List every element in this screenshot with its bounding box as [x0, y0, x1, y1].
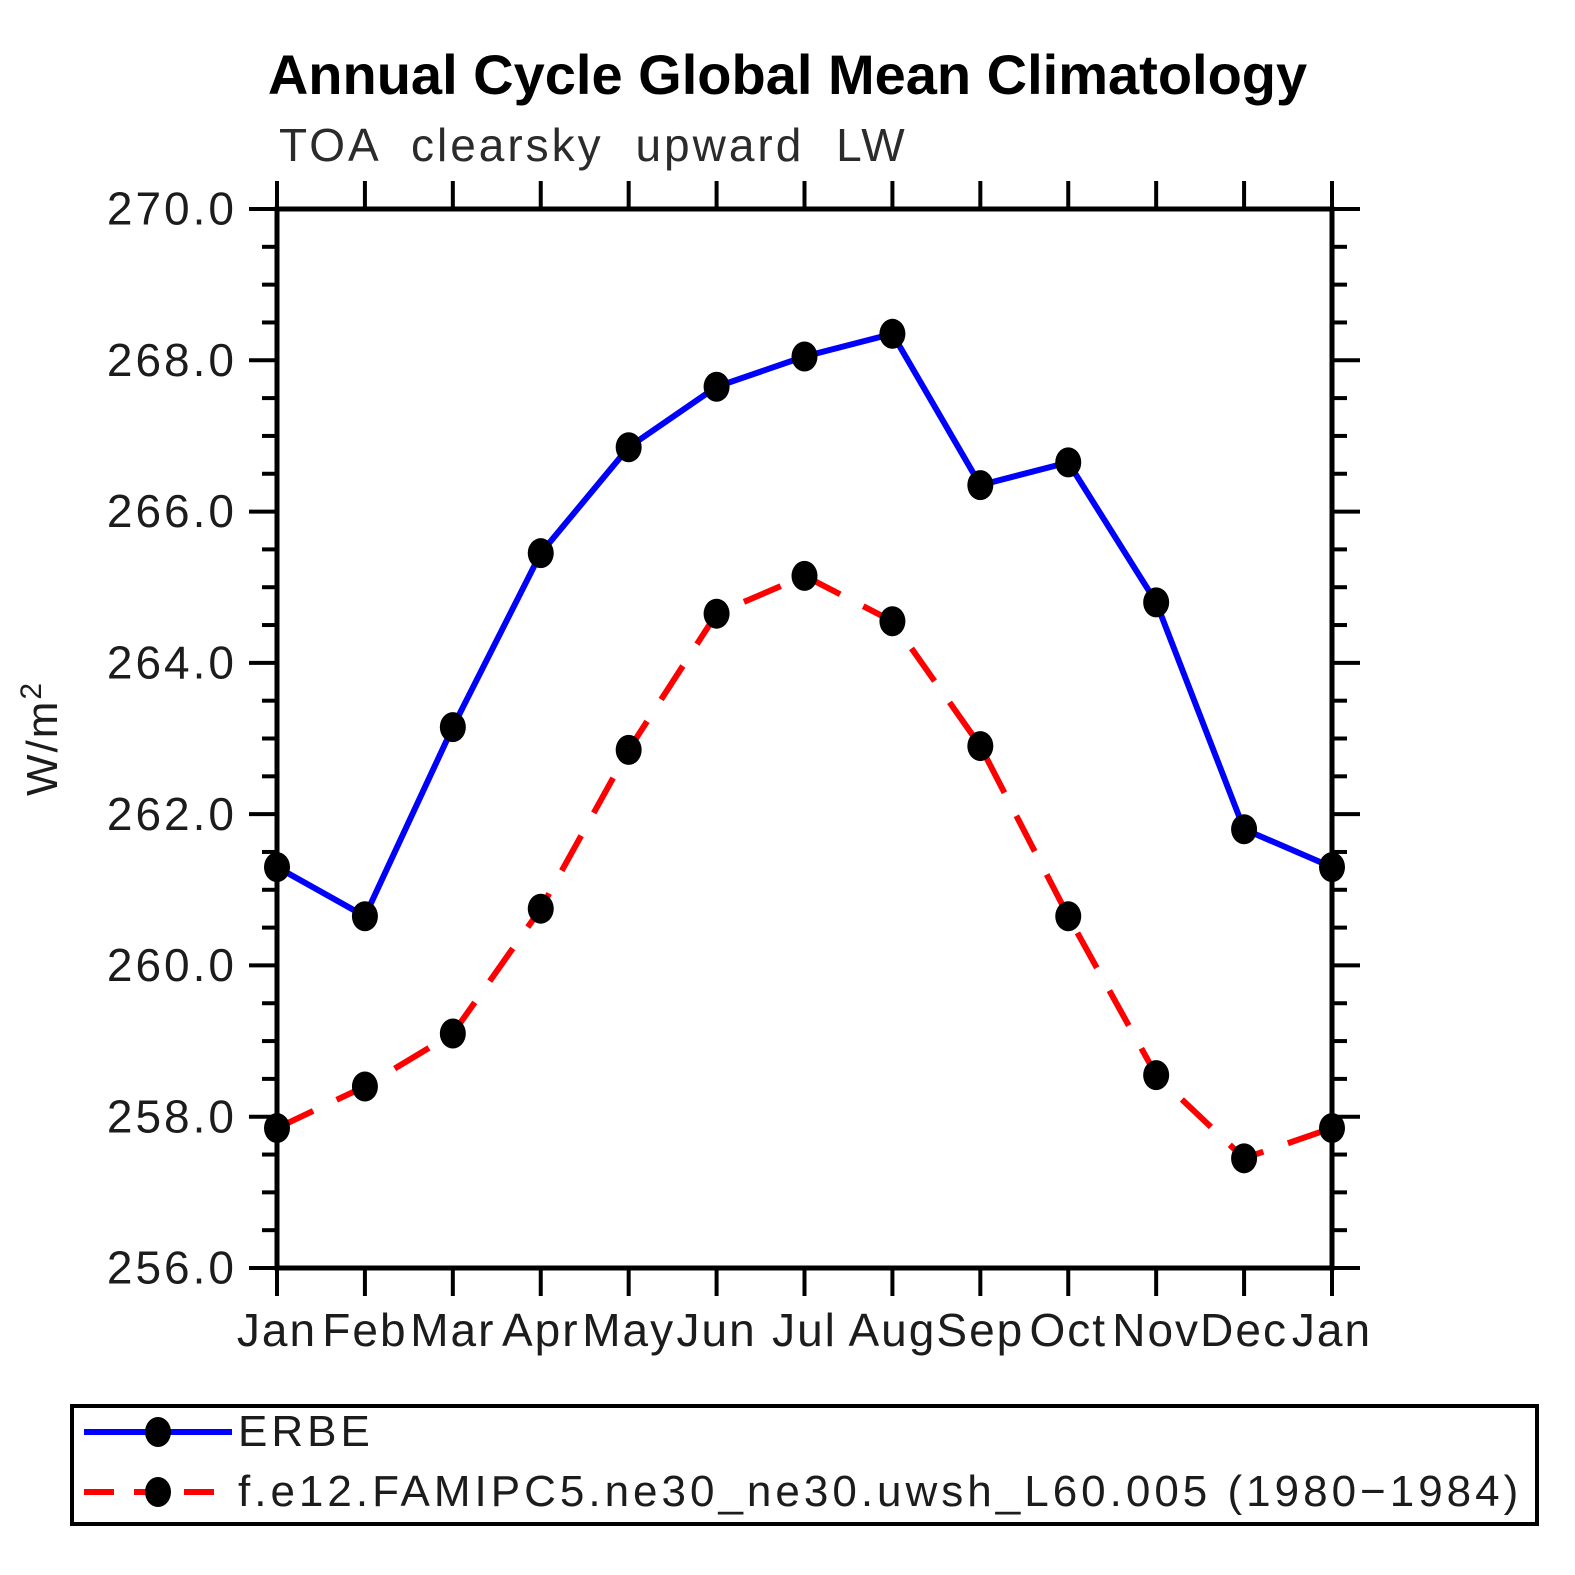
data-point-marker	[351, 1071, 378, 1102]
x-tick-label: Dec	[1200, 1304, 1288, 1356]
data-point-marker	[879, 318, 906, 349]
x-tick-label: Aug	[848, 1304, 936, 1356]
data-point-marker	[527, 538, 554, 569]
data-point-marker	[703, 598, 730, 629]
data-point-marker	[967, 470, 994, 501]
x-tick-label: Jan	[1292, 1304, 1372, 1356]
data-point-marker	[527, 893, 554, 924]
x-tick-label: Feb	[322, 1304, 407, 1356]
legend-swatch-solid-line	[84, 1417, 232, 1447]
y-tick-label: 258.0	[107, 1090, 237, 1142]
legend-label-model: f.e12.FAMIPC5.ne30_ne30.uwsh_L60.005 (19…	[238, 1467, 1523, 1516]
data-point-marker	[439, 1018, 466, 1049]
data-point-marker	[1143, 1060, 1170, 1091]
model-line	[275, 572, 1333, 1162]
chart-subtitle: TOA clearsky upward LW	[279, 119, 908, 171]
data-point-marker	[264, 852, 290, 883]
data-point-marker	[1319, 1113, 1345, 1144]
data-point-marker	[615, 432, 642, 463]
data-point-marker	[615, 734, 642, 765]
x-tick-label: Jan	[237, 1304, 317, 1356]
data-point-marker	[1319, 852, 1345, 883]
data-point-marker	[967, 731, 994, 762]
x-tick-label: Mar	[410, 1304, 495, 1356]
chart-title: Annual Cycle Global Mean Climatology	[267, 43, 1308, 106]
data-point-marker	[879, 606, 906, 637]
x-tick-label: Jun	[676, 1304, 756, 1356]
data-point-marker	[1143, 587, 1170, 618]
data-point-marker	[351, 901, 378, 932]
y-tick-label: 260.0	[107, 939, 237, 991]
data-point-marker	[1055, 901, 1082, 932]
data-point-marker	[439, 712, 466, 743]
legend: ERBE f.e12.FAMIPC5.ne30_ne30.uwsh_L60.00…	[70, 1404, 1539, 1526]
legend-entry-model: f.e12.FAMIPC5.ne30_ne30.uwsh_L60.005 (19…	[78, 1467, 1522, 1516]
y-tick-label: 262.0	[107, 788, 237, 840]
y-tick-label: 266.0	[107, 485, 237, 537]
y-axis-title: W/m2	[15, 681, 67, 796]
x-tick-label: Jul	[772, 1304, 837, 1356]
data-point-marker	[1231, 814, 1258, 845]
legend-label-erbe: ERBE	[238, 1407, 374, 1456]
data-point-marker	[791, 341, 818, 372]
y-tick-label: 270.0	[107, 183, 237, 235]
data-point-marker	[791, 560, 818, 591]
x-tick-label: Nov	[1112, 1304, 1200, 1356]
x-tick-label: Apr	[502, 1304, 580, 1356]
legend-entry-erbe: ERBE	[78, 1407, 374, 1456]
y-tick-label: 264.0	[107, 636, 237, 688]
data-point-marker	[1231, 1143, 1258, 1174]
y-tick-label: 268.0	[107, 334, 237, 386]
data-point-marker	[264, 1113, 290, 1144]
legend-swatch-dashed-line	[84, 1477, 232, 1507]
x-tick-label: May	[582, 1304, 675, 1356]
x-tick-label: Oct	[1029, 1304, 1107, 1356]
data-point-marker	[1055, 447, 1082, 478]
erbe-line	[275, 330, 1334, 921]
data-point-marker	[703, 371, 730, 402]
y-tick-label: 256.0	[107, 1242, 237, 1294]
x-tick-label: Sep	[936, 1304, 1024, 1356]
